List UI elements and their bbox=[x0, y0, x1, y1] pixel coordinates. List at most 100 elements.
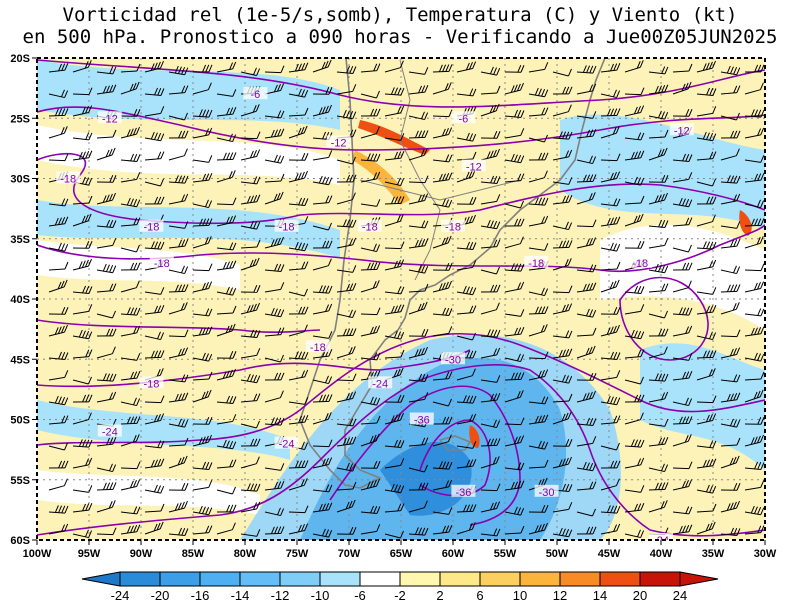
wind-barb bbox=[504, 64, 525, 73]
colorbar-swatch bbox=[279, 571, 321, 587]
wind-barb bbox=[96, 310, 116, 319]
wind-barb bbox=[384, 304, 405, 315]
wind-barb bbox=[384, 503, 405, 513]
wind-barb bbox=[192, 308, 213, 317]
wind-barb bbox=[432, 109, 453, 118]
wind-barb bbox=[624, 60, 644, 73]
contour-label-bg bbox=[461, 159, 486, 172]
colorbar-swatch bbox=[599, 571, 641, 587]
wind-barb bbox=[216, 395, 237, 404]
wind-barb bbox=[432, 434, 452, 447]
wind-barb bbox=[576, 417, 597, 426]
wind-barb bbox=[216, 439, 237, 450]
wind-barb bbox=[264, 110, 285, 119]
wind-barb bbox=[336, 328, 357, 337]
wind-barb bbox=[360, 433, 380, 447]
wind-barb bbox=[744, 480, 765, 491]
wind-barb bbox=[600, 108, 621, 117]
wind-barb bbox=[672, 197, 693, 208]
wind-barb bbox=[360, 460, 381, 469]
wind-barb bbox=[552, 149, 573, 161]
map-plot-area: -6 -6 -12 -12 -12 -12 -18 -18 -18 -18 -18 -18 -18 -18… bbox=[37, 58, 765, 540]
wind-barb bbox=[576, 128, 597, 139]
wind-barb bbox=[288, 125, 308, 139]
wind-barb bbox=[312, 59, 332, 73]
contour-label-bg bbox=[628, 255, 653, 268]
wind-barb bbox=[216, 504, 237, 513]
wind-barb bbox=[288, 62, 309, 73]
wind-barb bbox=[312, 150, 333, 161]
wind-barb bbox=[720, 347, 741, 359]
wind-barb bbox=[48, 478, 68, 491]
wind-barb bbox=[120, 434, 140, 447]
wind-barb bbox=[144, 395, 165, 404]
wind-barb bbox=[336, 174, 357, 183]
wind-barb bbox=[456, 241, 477, 250]
contour-label-bg bbox=[524, 255, 549, 268]
wind-barb bbox=[624, 529, 645, 539]
wind-barb bbox=[720, 374, 741, 383]
wind-barb bbox=[576, 436, 597, 447]
wind-barb bbox=[96, 66, 117, 75]
wind-barb bbox=[264, 463, 285, 471]
lon-tick-label: 45W bbox=[598, 548, 621, 560]
lon-tick-label: 85W bbox=[182, 548, 205, 560]
wind-barb bbox=[720, 500, 740, 513]
wind-barb bbox=[600, 505, 621, 514]
wind-barb bbox=[648, 110, 669, 120]
temperature-contour bbox=[37, 332, 765, 446]
wind-barb bbox=[624, 304, 645, 315]
wind-barb bbox=[192, 172, 213, 183]
contour-label: -18 bbox=[445, 222, 461, 234]
wind-barb bbox=[600, 171, 621, 183]
wind-barb bbox=[576, 174, 597, 183]
wind-barb bbox=[552, 330, 573, 339]
wind-barb bbox=[696, 503, 717, 513]
wind-barb bbox=[240, 67, 261, 77]
wind-barb bbox=[672, 81, 692, 95]
wind-barb bbox=[528, 414, 549, 425]
wind-barb bbox=[168, 500, 188, 513]
wind-barb bbox=[432, 154, 453, 163]
wind-barb bbox=[600, 216, 621, 227]
colorbar-swatch bbox=[399, 571, 441, 587]
wind-barb bbox=[720, 130, 741, 139]
wind-barb bbox=[648, 391, 669, 403]
wind-barb bbox=[528, 504, 549, 513]
wind-barb bbox=[480, 175, 501, 184]
wind-barb bbox=[408, 346, 428, 359]
wind-barb bbox=[744, 109, 765, 118]
wind-barb bbox=[624, 485, 645, 493]
wind-barb bbox=[360, 396, 381, 406]
wind-barb bbox=[456, 395, 477, 404]
wind-barb bbox=[168, 65, 189, 76]
wind-barb bbox=[72, 329, 93, 340]
wind-barb bbox=[552, 221, 573, 231]
wind-barb bbox=[432, 280, 452, 293]
wind-barb bbox=[576, 508, 596, 517]
wind-barb bbox=[648, 500, 668, 513]
wind-barb bbox=[144, 331, 165, 341]
wind-barb bbox=[240, 456, 260, 469]
colorbar-label: 12 bbox=[553, 588, 567, 600]
wind-barb bbox=[288, 88, 309, 98]
wind-barb bbox=[360, 325, 381, 337]
wind-barb bbox=[240, 239, 261, 249]
wind-barb bbox=[672, 479, 693, 491]
wind-barb bbox=[360, 126, 380, 139]
wind-barb bbox=[168, 238, 189, 249]
wind-barb bbox=[720, 175, 741, 184]
wind-barb bbox=[120, 397, 141, 407]
wind-barb bbox=[192, 434, 212, 447]
wind-barb bbox=[456, 504, 477, 513]
wind-barb bbox=[72, 213, 92, 227]
temperature-contour bbox=[37, 319, 321, 334]
wind-barb bbox=[312, 175, 333, 186]
wind-barb bbox=[96, 283, 117, 293]
wind-barb bbox=[480, 239, 501, 249]
wind-barb bbox=[624, 285, 645, 294]
contour-label: -6 bbox=[251, 89, 261, 101]
wind-barb bbox=[288, 288, 308, 297]
wind-barb bbox=[528, 62, 549, 73]
